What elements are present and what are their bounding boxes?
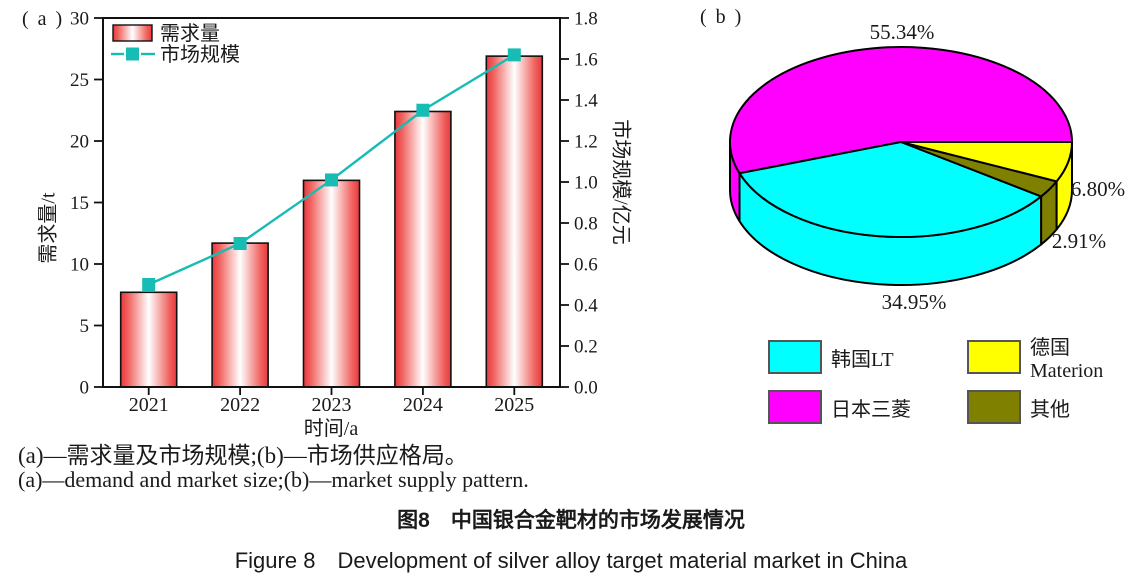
y-right-tick-label: 0.2: [574, 337, 598, 358]
y-left-tick-label: 0: [80, 378, 90, 399]
y-right-tick-label: 1.2: [574, 132, 598, 153]
caption-en: (a)—demand and market size;(b)—market su…: [18, 467, 529, 492]
legend-label: 其他: [1030, 398, 1070, 421]
x-tick-label: 2023: [312, 394, 352, 416]
line-marker: [507, 48, 521, 62]
panel-b-label: ( b ): [700, 6, 744, 28]
y-right-tick-label: 1.8: [574, 9, 598, 30]
legend-label: 韩国LT: [831, 348, 894, 371]
bar-2021: [119, 291, 178, 388]
y-left-tick-label: 15: [70, 193, 89, 214]
y-right-tick-label: 0.0: [574, 378, 598, 399]
caption-zh: (a)—需求量及市场规模;(b)—市场供应格局。: [18, 443, 468, 468]
y-right-tick-label: 1.4: [574, 91, 598, 112]
figure-title-zh: 图8 中国银合金靶材的市场发展情况: [397, 509, 745, 532]
legend-item-germany-materion: 德国Materion: [967, 331, 1142, 383]
pie-slice-韩国LT: [738, 141, 1043, 238]
y-left-tick-label: 30: [70, 9, 89, 30]
x-tick-label: 2021: [129, 394, 169, 416]
legend-item-japan-mitsubishi: 日本三菱: [768, 390, 967, 424]
y-axis-label-left: 需求量/t: [37, 192, 60, 264]
pie-label-korea-lt: 34.95%: [881, 290, 947, 314]
y-right-tick-label: 0.8: [574, 214, 598, 235]
pie-label-others: 2.91%: [1051, 229, 1107, 253]
x-tick-label: 2022: [220, 394, 260, 416]
legend-item-korea-lt: 韩国LT: [768, 331, 967, 383]
legend-swatch-magenta: [768, 390, 822, 424]
pie-slice-德国Materion: [900, 141, 1073, 183]
legend-label-market-size: 市场规模: [160, 43, 240, 66]
bar-2025: [485, 55, 544, 388]
line-marker: [416, 103, 430, 117]
y-right-tick-label: 0.4: [574, 296, 598, 317]
pie-legend: 韩国LT 德国Materion 日本三菱 其他: [768, 331, 1142, 424]
panel-a-label: ( a ): [22, 8, 65, 30]
x-tick-label: 2025: [494, 394, 534, 416]
demand-market-size-chart: 0510152025300.00.20.40.60.81.01.21.41.61…: [70, 9, 598, 417]
bar-2023: [302, 179, 361, 388]
bar-2022: [211, 242, 269, 388]
y-right-tick-label: 1.0: [574, 173, 598, 194]
y-axis-label-right: 市场规模/亿元: [609, 119, 632, 245]
y-left-tick-label: 10: [70, 255, 89, 276]
legend-label: 德国Materion: [1030, 337, 1104, 382]
pie-label-germany-materion: 6.80%: [1070, 177, 1126, 201]
y-left-tick-label: 20: [70, 132, 89, 153]
y-right-tick-label: 0.6: [574, 255, 598, 276]
legend-bar-swatch: [112, 24, 153, 42]
legend-item-others: 其他: [967, 390, 1142, 424]
legend-label-demand: 需求量: [160, 22, 220, 45]
legend-swatch-yellow: [967, 340, 1021, 374]
x-axis-label: 时间/a: [303, 418, 359, 440]
market-supply-pie-chart: [729, 45, 1073, 286]
x-tick-label: 2024: [403, 394, 443, 416]
figure-title-en: Figure 8 Development of silver alloy tar…: [234, 548, 908, 573]
pie-label-japan-mitsubishi: 55.34%: [869, 20, 935, 44]
line-marker: [325, 173, 338, 187]
legend-swatch-olive: [967, 390, 1021, 424]
y-left-tick-label: 25: [70, 70, 89, 91]
y-right-tick-label: 1.6: [574, 50, 598, 71]
legend-line-marker: [126, 47, 139, 61]
line-marker: [233, 237, 247, 250]
legend-label: 日本三菱: [831, 398, 911, 421]
bar-2024: [394, 110, 452, 388]
line-marker: [142, 278, 156, 291]
y-left-tick-label: 5: [80, 316, 90, 337]
legend-swatch-cyan: [768, 340, 822, 374]
